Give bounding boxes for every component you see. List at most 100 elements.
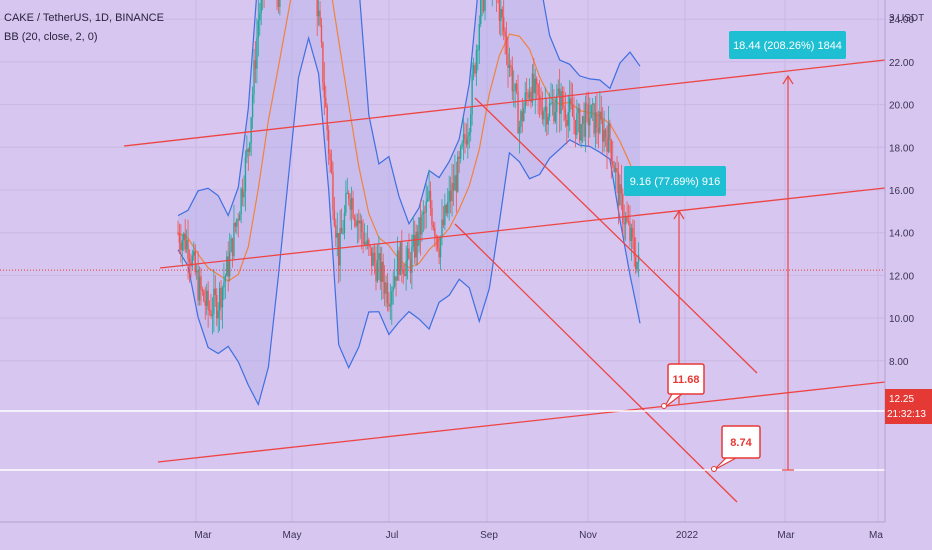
candle-body (358, 220, 360, 224)
candle-body (382, 261, 384, 282)
candle-body (471, 74, 473, 115)
candle-body (224, 276, 227, 282)
candle-body (197, 270, 199, 301)
candle-body (527, 93, 529, 99)
last-price-badge-box (885, 389, 932, 424)
candle-body (327, 130, 330, 154)
candle-body (217, 310, 219, 319)
candle-body (249, 143, 251, 153)
candle-body (319, 10, 321, 26)
candle-body (452, 182, 455, 191)
bb-upper-band (177, 0, 641, 226)
candle-body (616, 168, 618, 173)
candle-body (594, 112, 597, 134)
candle-body (227, 256, 229, 277)
candle-body (408, 248, 410, 260)
candle-body (177, 232, 179, 234)
candle-body (530, 91, 532, 103)
candle-body (438, 248, 440, 258)
candle-body (191, 255, 194, 267)
candle-body (634, 256, 637, 270)
time-axis: Mar May Jul Sep Nov 2022 Mar Ma (0, 521, 932, 550)
callout-11-68[interactable]: 11.68 (663, 363, 705, 409)
candle-body (629, 222, 631, 241)
level-point-high (661, 403, 667, 409)
candle-body (528, 91, 531, 99)
candle-body (406, 248, 409, 261)
candle-body (208, 309, 211, 311)
candle-body (535, 78, 538, 85)
candle-body (571, 104, 574, 117)
candle-body (514, 83, 516, 91)
candle-body (233, 222, 235, 257)
candle-body (570, 98, 572, 105)
candle-body (279, 0, 281, 7)
candle-body (601, 119, 604, 142)
candle-body (554, 112, 557, 122)
indicator-legend[interactable]: BB (20, close, 2, 0) (4, 31, 98, 43)
candle-body (340, 227, 343, 234)
candle-body (388, 303, 390, 307)
price-tick-label: 18.00 (889, 143, 914, 154)
time-axis-bg (0, 522, 932, 550)
candle-body (541, 110, 544, 120)
lower-channel-line (157, 381, 886, 463)
candle-body (231, 238, 234, 257)
candle-body (379, 253, 382, 282)
candle-body (223, 281, 225, 288)
candle-body (442, 219, 445, 226)
measure-big-label[interactable]: 18.44 (208.26%) 1844 (729, 31, 846, 59)
candle-body (322, 42, 324, 83)
measure-big-arrow-head (782, 74, 794, 85)
candle-body (386, 282, 389, 304)
candle-body (576, 113, 578, 135)
candle-body (619, 184, 621, 206)
symbol-title[interactable]: CAKE / TetherUS, 1D, BINANCE (4, 12, 164, 24)
candle-body (216, 295, 218, 319)
candle-body (226, 256, 228, 277)
candle-body (447, 202, 449, 214)
candle-body (510, 65, 512, 67)
candle-body (426, 198, 429, 202)
candle-body (462, 133, 465, 144)
candle-body (577, 108, 580, 114)
candle-body (372, 252, 374, 266)
last-price-badge[interactable]: 12.25 21:32:13 (885, 389, 932, 424)
candle-body (557, 88, 559, 95)
candle-body (251, 94, 254, 118)
candle-body (396, 250, 399, 281)
candle-body (610, 139, 613, 162)
candle-body (454, 175, 456, 191)
candle-body (553, 102, 555, 122)
candle-body (630, 227, 633, 241)
candle-body (477, 49, 479, 51)
time-tick-label: Mar (777, 530, 795, 541)
candle-body (183, 233, 185, 241)
candle-body (368, 239, 370, 247)
candle-body (194, 251, 196, 273)
time-tick-label: May (283, 530, 302, 541)
measure-mid-label[interactable]: 9.16 (77.69%) 916 (624, 166, 726, 196)
candle-body (355, 220, 357, 227)
price-tick-label: 24.00 (889, 15, 914, 26)
candle-body (451, 182, 453, 202)
candle-body (360, 220, 363, 233)
candle-body (474, 65, 476, 74)
candle-body (383, 281, 386, 294)
candle-body (520, 111, 522, 127)
bb-lower-band (177, 35, 641, 407)
candle-body (434, 227, 436, 237)
measure-big-label-box (729, 31, 846, 59)
candle-body (548, 103, 551, 117)
candle-body (563, 105, 565, 109)
candle-body (370, 247, 373, 266)
candle-body (589, 117, 591, 126)
candle-body (369, 246, 371, 248)
price-axis-bg (885, 0, 932, 550)
candle-body (234, 222, 237, 227)
candle-body (583, 116, 585, 137)
candle-body (590, 104, 592, 118)
candle-body (230, 238, 232, 252)
